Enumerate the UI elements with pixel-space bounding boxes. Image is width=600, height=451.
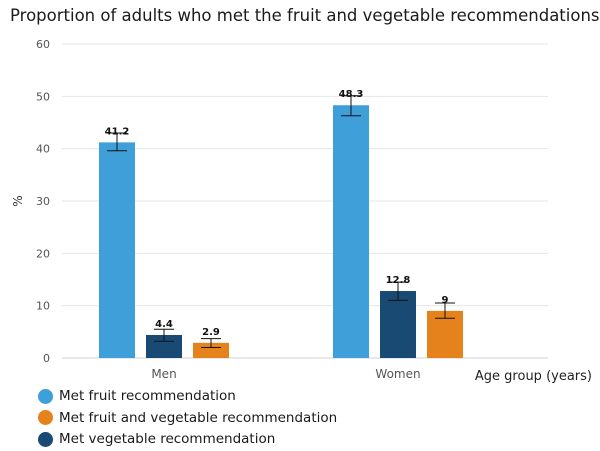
x-axis-label: Age group (years) (475, 369, 592, 384)
gridlines (62, 43, 548, 359)
legend-label: Met vegetable recommendation (59, 431, 276, 447)
data-label: 9 (442, 295, 449, 306)
bar (427, 310, 463, 358)
y-tick-label: 0 (43, 352, 50, 365)
data-label: 2.9 (202, 327, 220, 338)
y-tick-label: 30 (36, 195, 50, 208)
x-axis: Men Women (151, 367, 420, 381)
bar (380, 291, 416, 358)
bar-series: 41.2 4.4 2.9 48.3 12.8 9 (99, 89, 463, 358)
chart-title: Proportion of adults who met the fruit a… (10, 6, 600, 25)
bar (99, 142, 135, 358)
data-label: 48.3 (339, 89, 364, 100)
legend-swatch-vegetable (38, 431, 53, 447)
legend-swatch-fruit (38, 388, 53, 404)
y-tick-label: 60 (36, 38, 50, 51)
bar (193, 342, 229, 358)
legend-item-fruit[interactable]: Met fruit recommendation (38, 386, 337, 406)
legend-label: Met fruit and vegetable recommendation (59, 409, 338, 426)
data-label: 4.4 (155, 319, 173, 330)
y-tick-label: 10 (36, 300, 50, 313)
data-label: 41.2 (105, 126, 130, 137)
x-tick-label: Women (375, 367, 420, 381)
legend-item-vegetable[interactable]: Met vegetable recommendation (38, 429, 337, 449)
bar (146, 334, 182, 358)
data-label: 12.8 (386, 275, 411, 286)
legend: Met fruit recommendation Met fruit and v… (38, 386, 337, 451)
y-tick-label: 50 (36, 90, 50, 103)
y-axis-label: % (11, 195, 25, 206)
x-tick-label: Men (151, 367, 176, 381)
legend-swatch-fruit-and-vegetable (38, 410, 53, 425)
y-tick-label: 40 (36, 143, 50, 156)
y-tick-label: 20 (36, 247, 50, 260)
legend-label: Met fruit recommendation (59, 388, 236, 404)
y-axis: 0 10 20 30 40 50 60 (36, 38, 50, 365)
bar (333, 105, 369, 358)
legend-item-fruit-and-vegetable[interactable]: Met fruit and vegetable recommendation (38, 408, 337, 428)
